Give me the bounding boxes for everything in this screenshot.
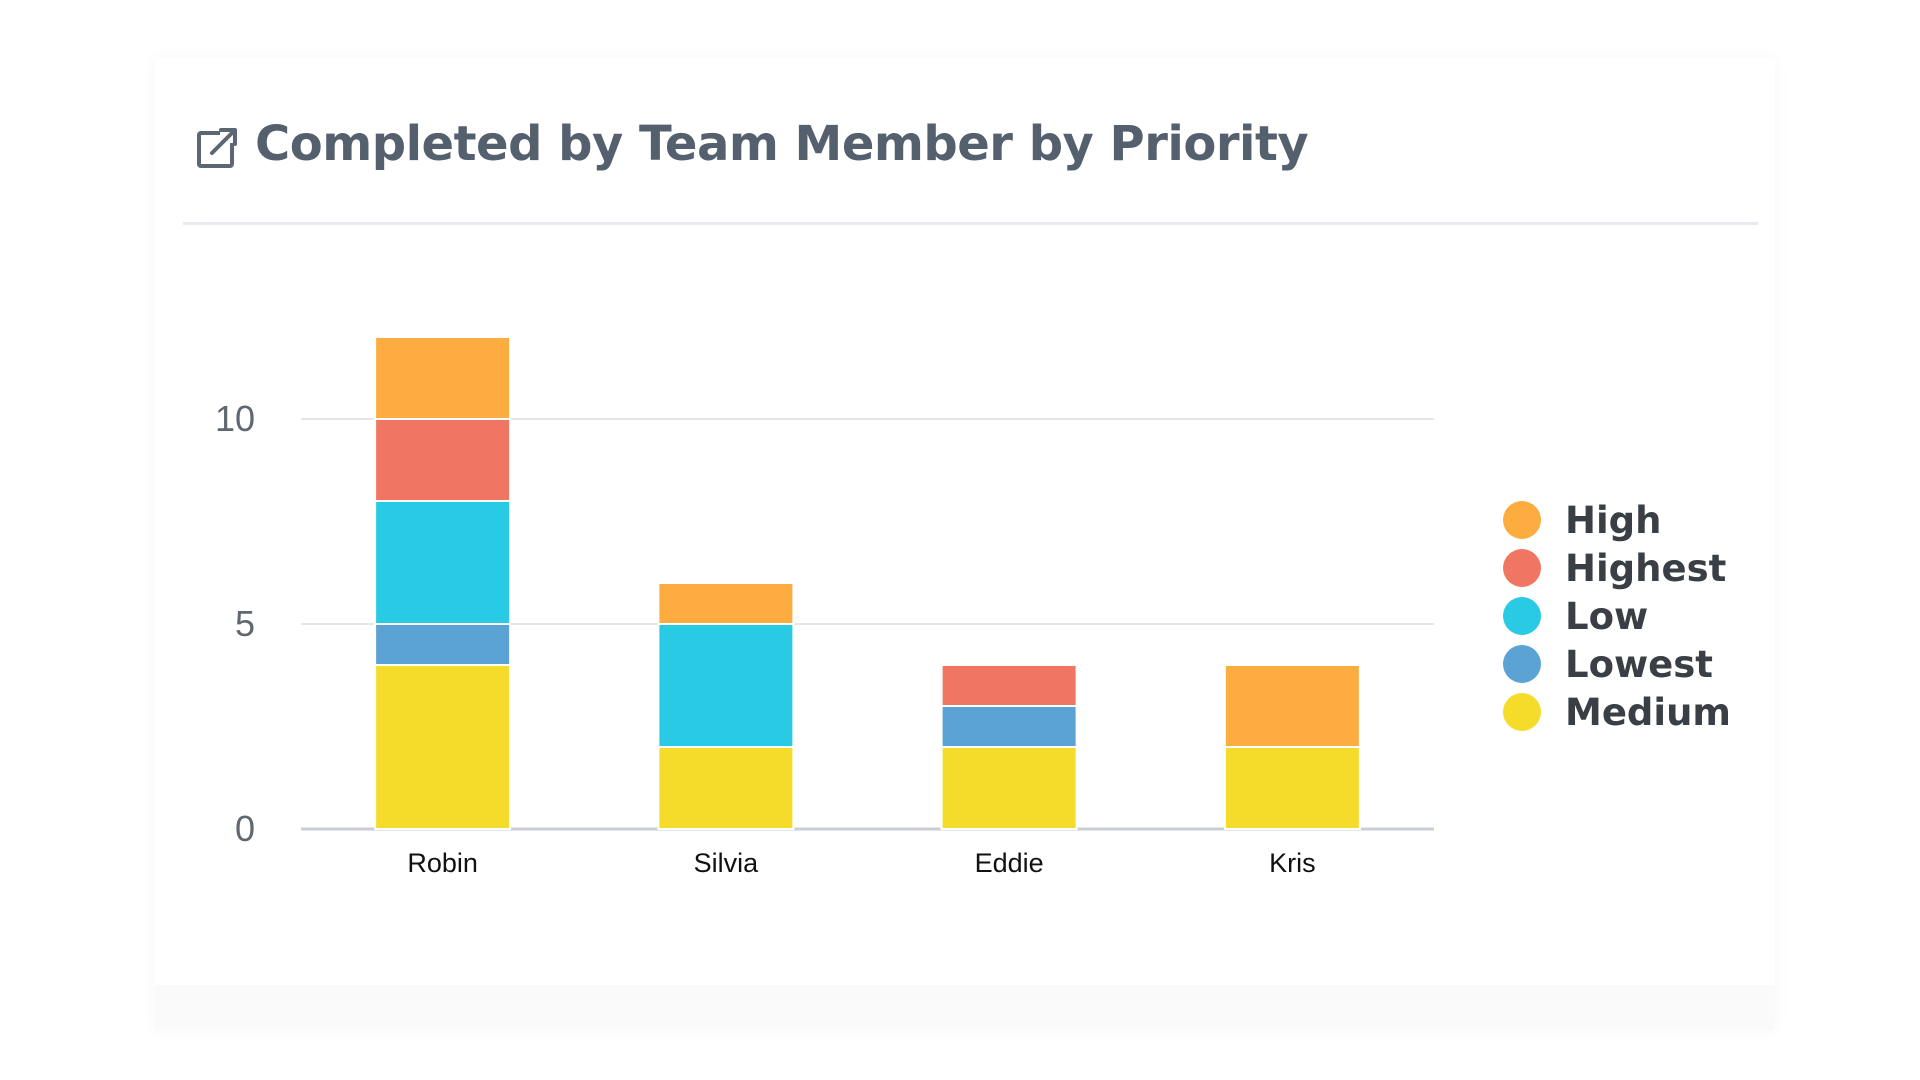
bar-segment-high [1223,664,1361,748]
legend-label: High [1565,499,1661,542]
bar-segment-lowest [940,705,1078,748]
x-category-label: Robin [407,848,478,878]
header-divider [183,222,1758,225]
bar-segment-medium [940,746,1078,830]
external-link-icon[interactable] [195,126,239,170]
bar-segment-low [657,623,795,748]
legend-label: Medium [1565,691,1731,734]
bar-segment-medium [657,746,795,830]
bar-segment-highest [940,664,1078,707]
x-category-label: Silvia [694,848,760,878]
y-tick-label: 10 [215,398,255,439]
bar-segment-high [657,582,795,625]
stacked-bar-chart: 0 5 10 Robin Silvia Eddie Kris High Highest Low Lo… [215,336,1731,878]
card-footer [155,985,1775,1030]
bar-segment-medium [374,664,512,830]
legend-marker [1503,597,1541,635]
bar-segment-lowest [374,623,512,666]
legend-marker [1503,549,1541,587]
bar-segment-highest [374,418,512,502]
legend-label: Low [1565,595,1648,638]
x-category-label: Kris [1269,848,1316,878]
x-category-label: Eddie [975,848,1044,878]
legend-label: Lowest [1565,643,1713,686]
legend-marker [1503,693,1541,731]
y-tick-label: 5 [235,603,255,644]
bar-segment-medium [1223,746,1361,830]
bar-segment-high [374,336,512,420]
chart-card: Completed by Team Member by Priority 0 5 1… [155,58,1775,1030]
bar-segment-low [374,500,512,625]
legend-marker [1503,501,1541,539]
chart-title: Completed by Team Member by Priority [255,116,1309,172]
y-tick-label: 0 [235,808,255,849]
legend-marker [1503,645,1541,683]
card-header: Completed by Team Member by Priority [155,58,1775,225]
legend-label: Highest [1565,547,1726,590]
